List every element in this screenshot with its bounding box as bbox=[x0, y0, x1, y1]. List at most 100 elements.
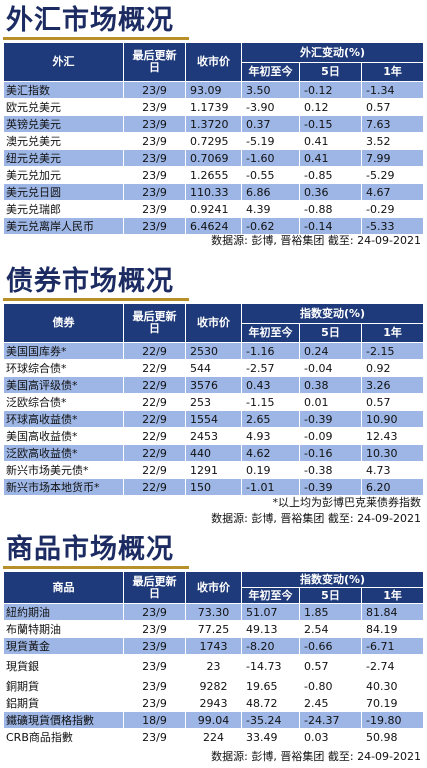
bonds-row-1y: 12.43 bbox=[360, 427, 425, 445]
fx-row-5d: 0.36 bbox=[299, 183, 362, 201]
fx-row-5d: -0.15 bbox=[299, 115, 362, 133]
fx-row-ytd: -0.62 bbox=[241, 217, 300, 235]
bonds-row-date: 22/9 bbox=[123, 427, 186, 445]
fx-row-close: 110.33 bbox=[185, 183, 242, 201]
commodities-header-5d: 5日 bbox=[299, 587, 362, 604]
fx-row-5d: -0.85 bbox=[299, 166, 362, 184]
fx-row-name: 英镑兑美元 bbox=[3, 115, 124, 133]
commodities-row-close: 99.04 bbox=[185, 711, 242, 729]
fx-table-row: 美汇指数 23/9 93.09 3.50 -0.12 -1.34 bbox=[3, 81, 425, 99]
fx-source: 数据源: 彭博, 晋裕集团 截至: 24-09-2021 bbox=[211, 234, 421, 247]
bonds-row-5d: 0.01 bbox=[299, 393, 362, 411]
commodities-row-close: 77.25 bbox=[185, 620, 242, 638]
commodities-header-date: 最后更新日 bbox=[123, 571, 186, 604]
bonds-title-underline bbox=[3, 298, 189, 301]
fx-row-name: 纽元兑美元 bbox=[3, 149, 124, 167]
commodities-header-close: 收市价 bbox=[185, 571, 242, 604]
bonds-row-name: 环球综合债* bbox=[3, 359, 124, 377]
bonds-row-5d: -0.39 bbox=[299, 478, 362, 496]
fx-table-row: 美元兑瑞郎 23/9 0.9241 4.39 -0.88 -0.29 bbox=[3, 200, 425, 218]
commodities-table-row: 紐約期油 23/9 73.30 51.07 1.85 81.84 bbox=[3, 603, 425, 621]
bonds-row-5d: -0.09 bbox=[299, 427, 362, 445]
bonds-row-1y: 10.90 bbox=[360, 410, 425, 428]
bonds-row-ytd: 4.62 bbox=[241, 444, 300, 462]
bonds-row-date: 22/9 bbox=[123, 393, 186, 411]
commodities-row-5d: 0.03 bbox=[299, 728, 362, 746]
bonds-table-row: 美国高评级债* 22/9 3576 0.43 0.38 3.26 bbox=[3, 376, 425, 394]
fx-row-name: 美元兑离岸人民币 bbox=[3, 217, 124, 235]
commodities-table: 商品 最后更新日 收市价 指数变动(%) 年初至今 5日 1年 紐約期油 23/9… bbox=[3, 571, 425, 746]
fx-row-name: 美汇指数 bbox=[3, 81, 124, 99]
fx-title-underline bbox=[3, 37, 189, 40]
commodities-row-date: 23/9 bbox=[123, 637, 186, 655]
commodities-row-5d: 2.45 bbox=[299, 694, 362, 712]
fx-row-1y: 0.57 bbox=[360, 98, 425, 116]
commodities-row-name: 紐約期油 bbox=[3, 603, 124, 621]
bonds-row-ytd: -1.16 bbox=[241, 342, 300, 360]
fx-row-1y: -5.33 bbox=[360, 217, 425, 235]
bonds-row-ytd: 0.43 bbox=[241, 376, 300, 394]
fx-row-1y: 7.99 bbox=[360, 149, 425, 167]
bonds-table-row: 环球高收益债* 22/9 1554 2.65 -0.39 10.90 bbox=[3, 410, 425, 428]
fx-header-1y: 1年 bbox=[360, 62, 425, 82]
bonds-row-name: 美国高评级债* bbox=[3, 376, 124, 394]
commodities-row-date: 18/9 bbox=[123, 711, 186, 729]
commodities-row-date: 23/9 bbox=[123, 728, 186, 746]
fx-table: 外汇 最后更新日 收市价 外汇变动(%) 年初至今 5日 1年 美汇指数 23/9… bbox=[3, 42, 425, 235]
fx-table-row: 美元兑日圆 23/9 110.33 6.86 0.36 4.67 bbox=[3, 183, 425, 201]
bonds-source: 数据源: 彭博, 晋裕集团 截至: 24-09-2021 bbox=[211, 512, 421, 525]
commodities-table-row: 鋁期貨 23/9 2943 48.72 2.45 70.19 bbox=[3, 694, 425, 712]
fx-row-1y: 3.52 bbox=[360, 132, 425, 150]
bonds-header-1y: 1年 bbox=[360, 323, 425, 343]
fx-row-date: 23/9 bbox=[123, 149, 186, 167]
fx-row-close: 6.4624 bbox=[185, 217, 242, 235]
bonds-row-close: 2453 bbox=[185, 427, 242, 445]
fx-row-5d: 0.41 bbox=[299, 132, 362, 150]
commodities-row-name: 布蘭特期油 bbox=[3, 620, 124, 638]
bonds-row-5d: -0.39 bbox=[299, 410, 362, 428]
commodities-section-title: 商品市场概况 bbox=[6, 534, 174, 565]
bonds-header-5d: 5日 bbox=[299, 323, 362, 343]
fx-header-change: 外汇变动(%) bbox=[240, 42, 425, 63]
bonds-row-date: 22/9 bbox=[123, 376, 186, 394]
commodities-row-1y: -2.74 bbox=[360, 654, 425, 678]
fx-row-5d: -0.14 bbox=[299, 217, 362, 235]
commodities-table-row: 布蘭特期油 23/9 77.25 49.13 2.54 84.19 bbox=[3, 620, 425, 638]
bonds-table: 债券 最后更新日 收市价 指数变动(%) 年初至今 5日 1年 美国国库券* 22… bbox=[3, 303, 425, 496]
bonds-row-1y: 0.92 bbox=[360, 359, 425, 377]
fx-row-5d: 0.12 bbox=[299, 98, 362, 116]
fx-row-date: 23/9 bbox=[123, 183, 186, 201]
commodities-row-close: 2943 bbox=[185, 694, 242, 712]
fx-row-date: 23/9 bbox=[123, 200, 186, 218]
commodities-row-ytd: 49.13 bbox=[241, 620, 300, 638]
bonds-row-close: 2530 bbox=[185, 342, 242, 360]
fx-header-close: 收市价 bbox=[185, 42, 242, 82]
bonds-header-name: 债券 bbox=[3, 303, 124, 343]
bonds-row-1y: 3.26 bbox=[360, 376, 425, 394]
bonds-row-close: 150 bbox=[185, 478, 242, 496]
bonds-row-close: 544 bbox=[185, 359, 242, 377]
fx-section-title: 外汇市场概况 bbox=[6, 5, 174, 36]
bonds-row-5d: -0.04 bbox=[299, 359, 362, 377]
commodities-row-name: 鋁期貨 bbox=[3, 694, 124, 712]
commodities-row-name: 鐵礦現貨價格指數 bbox=[3, 711, 124, 729]
bonds-row-ytd: -2.57 bbox=[241, 359, 300, 377]
commodities-table-row: 現貨銀 23/9 23 -14.73 0.57 -2.74 bbox=[3, 654, 425, 678]
fx-table-row: 美元兑离岸人民币 23/9 6.4624 -0.62 -0.14 -5.33 bbox=[3, 217, 425, 235]
fx-row-date: 23/9 bbox=[123, 115, 186, 133]
commodities-row-1y: 40.30 bbox=[360, 677, 425, 695]
bonds-row-name: 新兴市场本地货币* bbox=[3, 478, 124, 496]
fx-row-date: 23/9 bbox=[123, 217, 186, 235]
commodities-source: 数据源: 彭博, 晋裕集团 截至: 24-09-2021 bbox=[211, 750, 421, 763]
commodities-row-5d: 0.57 bbox=[299, 654, 362, 678]
fx-row-date: 23/9 bbox=[123, 81, 186, 99]
bonds-row-name: 泛欧综合债* bbox=[3, 393, 124, 411]
bonds-row-date: 22/9 bbox=[123, 342, 186, 360]
fx-row-1y: 7.63 bbox=[360, 115, 425, 133]
fx-row-name: 美元兑瑞郎 bbox=[3, 200, 124, 218]
fx-row-close: 93.09 bbox=[185, 81, 242, 99]
fx-row-ytd: 6.86 bbox=[241, 183, 300, 201]
fx-row-close: 0.9241 bbox=[185, 200, 242, 218]
fx-table-row: 欧元兑美元 23/9 1.1739 -3.90 0.12 0.57 bbox=[3, 98, 425, 116]
commodities-row-1y: -19.80 bbox=[360, 711, 425, 729]
